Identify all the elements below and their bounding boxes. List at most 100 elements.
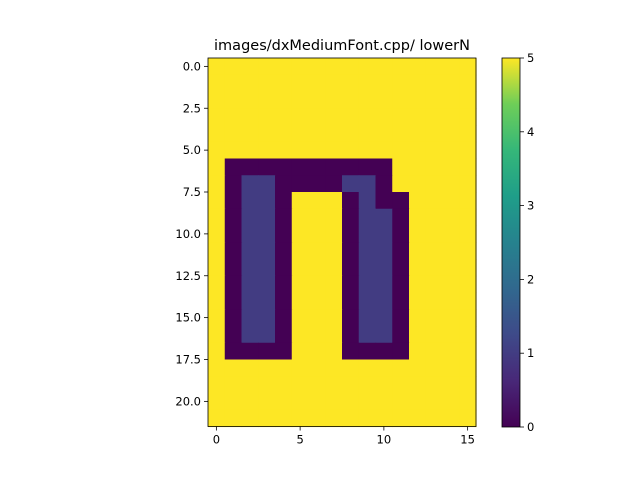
heatmap-cell — [409, 158, 427, 176]
heatmap-cell — [459, 309, 477, 327]
heatmap-cell — [375, 376, 393, 394]
heatmap-cell — [258, 259, 276, 277]
colorbar-gradient — [502, 58, 520, 427]
heatmap-cell — [325, 158, 343, 176]
heatmap-cell — [308, 192, 326, 210]
heatmap-cell — [392, 74, 410, 93]
y-axis: 0.0 2.5 5.0 7.5 10.0 12.5 15.0 17.5 20.0 — [175, 59, 208, 408]
heatmap-cell — [375, 393, 393, 411]
heatmap-cell — [375, 242, 393, 260]
heatmap-cell — [459, 275, 477, 294]
heatmap-cell — [258, 342, 276, 361]
heatmap-cell — [208, 175, 226, 193]
heatmap-cell — [442, 91, 460, 109]
heatmap-cell — [325, 409, 343, 428]
heatmap-cell — [241, 158, 259, 176]
heatmap-cell — [342, 175, 360, 193]
heatmap-cell — [375, 342, 393, 361]
heatmap-cell — [392, 376, 410, 394]
heatmap-cell — [442, 393, 460, 411]
heatmap-cell — [392, 108, 410, 126]
heatmap-cell — [291, 175, 310, 193]
heatmap-cell — [342, 409, 360, 428]
heatmap-cell — [442, 342, 460, 361]
x-tick-label: 10 — [377, 433, 392, 447]
heatmap-cell — [375, 125, 393, 143]
heatmap-cell — [459, 208, 477, 227]
heatmap-cell — [325, 309, 343, 327]
heatmap-cell — [375, 326, 393, 344]
heatmap-cell — [409, 108, 427, 126]
heatmap-cell — [375, 74, 393, 93]
heatmap-cell — [241, 309, 259, 327]
heatmap-cell — [392, 259, 410, 277]
heatmap-cell — [258, 108, 276, 126]
heatmap-cell — [392, 141, 410, 160]
heatmap-cell — [308, 275, 326, 294]
heatmap-cell — [442, 175, 460, 193]
heatmap-cell — [275, 292, 293, 310]
heatmap-cell — [358, 74, 377, 93]
heatmap-cell — [342, 225, 360, 243]
heatmap-cell — [308, 74, 326, 93]
heatmap-cell — [224, 91, 243, 109]
heatmap-cell — [375, 158, 393, 176]
heatmap-cell — [224, 393, 243, 411]
heatmap-cell — [325, 192, 343, 210]
heatmap-cell — [208, 326, 226, 344]
heatmap-cell — [258, 359, 276, 377]
heatmap-cell — [224, 108, 243, 126]
heatmap-cell — [459, 192, 477, 210]
heatmap-cell — [275, 141, 293, 160]
heatmap-cell — [258, 326, 276, 344]
heatmap-cell — [224, 242, 243, 260]
heatmap-cell — [208, 242, 226, 260]
heatmap-cell — [241, 292, 259, 310]
heatmap-cell — [241, 74, 259, 93]
heatmap-cell — [208, 376, 226, 394]
heatmap-cell — [308, 409, 326, 428]
colorbar-ticks: 0 1 2 3 4 5 — [520, 51, 534, 434]
heatmap-cell — [275, 58, 293, 76]
heatmap-cell — [392, 225, 410, 243]
heatmap-cell — [208, 309, 226, 327]
heatmap-cell — [392, 342, 410, 361]
colorbar-tick-label: 1 — [527, 346, 534, 360]
heatmap-cell — [375, 58, 393, 76]
heatmap-cell — [409, 175, 427, 193]
heatmap-cell — [409, 326, 427, 344]
colorbar-frame — [501, 57, 521, 428]
heatmap-cell — [258, 158, 276, 176]
heatmap-cell — [275, 376, 293, 394]
heatmap-cells — [208, 58, 477, 428]
heatmap-cell — [358, 91, 377, 109]
heatmap-cell — [224, 292, 243, 310]
heatmap-cell — [325, 125, 343, 143]
heatmap-cell — [459, 259, 477, 277]
heatmap-cell — [358, 208, 377, 227]
heatmap-cell — [442, 376, 460, 394]
heatmap-cell — [442, 225, 460, 243]
heatmap-cell — [241, 409, 259, 428]
heatmap-cell — [208, 275, 226, 294]
heatmap-cell — [208, 74, 226, 93]
heatmap-cell — [224, 175, 243, 193]
heatmap-cell — [224, 326, 243, 344]
heatmap-cell — [459, 225, 477, 243]
heatmap-cell — [325, 393, 343, 411]
heatmap-cell — [208, 58, 226, 76]
heatmap-cell — [258, 141, 276, 160]
heatmap-cell — [224, 125, 243, 143]
heatmap-cell — [425, 141, 444, 160]
heatmap-cell — [375, 359, 393, 377]
colorbar: 0 1 2 3 4 5 — [501, 51, 534, 434]
heatmap-cell — [308, 158, 326, 176]
heatmap-cell — [442, 192, 460, 210]
heatmap-cell — [342, 192, 360, 210]
heatmap-cell — [342, 74, 360, 93]
heatmap-cell — [258, 58, 276, 76]
heatmap-cell — [291, 376, 310, 394]
heatmap-cell — [275, 125, 293, 143]
heatmap-cell — [442, 74, 460, 93]
